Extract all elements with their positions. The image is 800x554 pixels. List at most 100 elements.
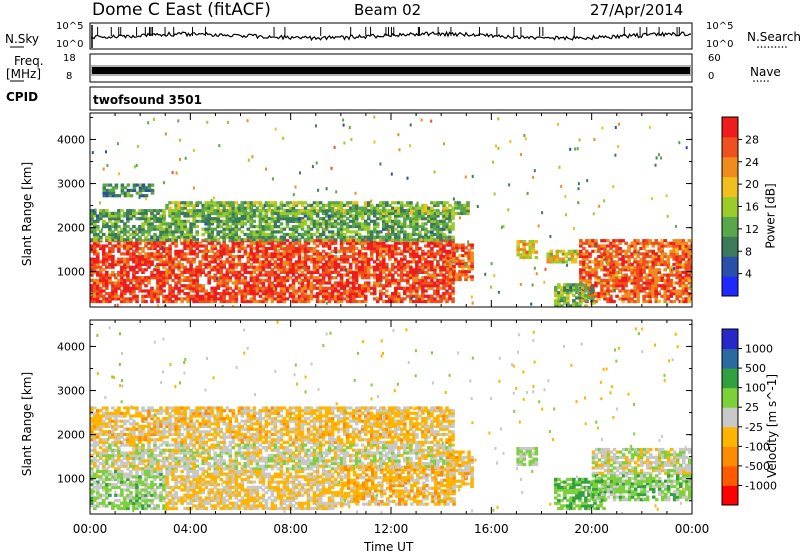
range-cell: [285, 232, 290, 237]
range-cell: [219, 462, 223, 466]
range-cell: [180, 459, 184, 463]
range-cell: [427, 299, 431, 304]
range-cell: [150, 462, 154, 466]
range-cell: [159, 260, 163, 264]
range-cell: [132, 297, 136, 301]
range-cell: [168, 232, 172, 237]
range-cell: [681, 286, 686, 290]
range-cell: [216, 292, 220, 296]
range-cell: [306, 203, 311, 207]
range-cell: [321, 270, 326, 274]
range-cell: [153, 454, 157, 458]
range-cell: [409, 211, 413, 215]
range-cell: [261, 292, 266, 296]
range-cell: [123, 464, 127, 468]
range-cell: [159, 448, 163, 452]
range-cell: [294, 247, 299, 251]
range-cell: [519, 255, 523, 260]
range-cell: [354, 289, 359, 293]
range-cell: [379, 292, 383, 296]
range-cell: [183, 255, 187, 259]
range-cell: [321, 255, 326, 259]
range-cell: [267, 252, 272, 256]
range-cell: [228, 462, 233, 466]
range-cell: [252, 467, 257, 471]
range-cell: [285, 219, 290, 223]
range-cell: [603, 252, 607, 256]
range-cell: [192, 225, 196, 229]
range-cell: [452, 267, 456, 271]
range-cell: [111, 281, 115, 285]
range-cell: [279, 260, 284, 264]
range-cell: [258, 456, 263, 460]
range-cell: [159, 209, 163, 213]
range-cell: [123, 462, 127, 466]
range-cell: [231, 289, 236, 293]
range-cell: [213, 268, 217, 272]
range-cell: [228, 252, 233, 256]
range-cell: [582, 247, 586, 251]
range-cell: [264, 273, 269, 277]
range-cell: [291, 286, 296, 290]
range-cell: [264, 214, 269, 218]
range-cell: [264, 260, 269, 264]
range-cell: [111, 262, 115, 267]
range-cell: [192, 297, 196, 301]
range-cell: [406, 286, 410, 290]
range-cell: [452, 270, 456, 274]
range-cell: [96, 299, 100, 304]
range-cell: [243, 232, 248, 237]
range-cell: [228, 454, 233, 458]
range-cell: [156, 299, 160, 304]
range-cell: [126, 230, 130, 234]
range-cell: [300, 260, 305, 264]
range-cell: [409, 284, 413, 288]
range-cell: [126, 211, 130, 215]
range-cell: [153, 232, 157, 237]
range-cell: [449, 254, 453, 258]
range-cell: [291, 464, 296, 468]
range-cell: [648, 289, 652, 293]
range-cell: [258, 219, 263, 223]
range-cell: [348, 255, 353, 259]
range-cell: [108, 464, 112, 468]
range-cell: [111, 238, 115, 242]
range-cell: [114, 289, 118, 293]
range-cell: [267, 247, 272, 251]
range-cell: [651, 268, 655, 272]
range-cell: [624, 294, 628, 298]
range-cell: [243, 252, 248, 256]
range-cell: [418, 230, 422, 234]
range-cell: [445, 284, 449, 288]
range-cell: [141, 281, 145, 285]
range-cell: [138, 260, 142, 264]
range-cell: [273, 219, 278, 223]
range-cell: [318, 292, 323, 296]
range-cell: [642, 257, 646, 261]
range-cell: [324, 262, 329, 267]
range-cell: [651, 265, 655, 269]
range-cell: [427, 214, 431, 218]
range-cell: [123, 297, 127, 301]
range-cell: [222, 281, 226, 285]
range-cell: [132, 244, 136, 248]
range-cell: [195, 203, 199, 207]
range-cell: [339, 297, 344, 301]
range-cell: [427, 235, 431, 239]
range-cell: [348, 289, 353, 293]
range-cell: [159, 255, 163, 259]
range-cell: [162, 238, 166, 242]
range-cell: [231, 214, 236, 218]
range-cell: [303, 276, 308, 280]
range-cell: [369, 244, 374, 248]
range-cell: [579, 278, 583, 282]
range-cell: [312, 284, 317, 288]
range-cell: [578, 301, 582, 305]
range-cell: [351, 255, 356, 259]
range-cell: [252, 252, 257, 256]
range-cell: [433, 227, 437, 231]
range-cell: [93, 448, 97, 452]
range-cell: [102, 188, 107, 192]
range-cell: [135, 191, 140, 195]
range-cell: [397, 219, 401, 223]
